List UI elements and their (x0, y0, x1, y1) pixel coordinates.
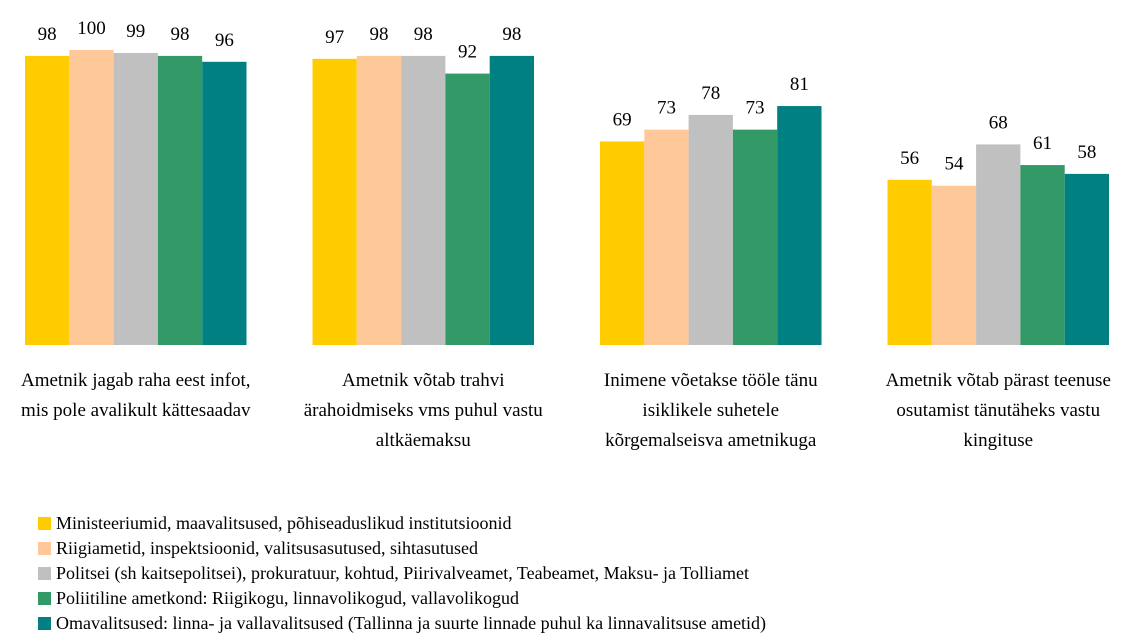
value-label: 73 (657, 98, 676, 119)
chart: 98 100 99 98 96 97 98 98 92 98 69 73 78 73 81 56 54 68 61 5… (25, 18, 1109, 346)
bar (113, 52, 158, 345)
legend-label: Omavalitsused: linna- ja vallavalitsused… (56, 613, 767, 633)
bar (312, 58, 357, 345)
legend-entry: Riigiametid, inspektsioonid, valitsusasu… (38, 538, 478, 558)
category-label: Ametnik jagab raha eest infot, mis pole … (20, 370, 251, 421)
value-label: 78 (701, 83, 720, 104)
value-label: 98 (369, 24, 388, 45)
bar (401, 55, 446, 346)
legend-label: Ministeeriumid, maavalitsused, põhiseadu… (56, 513, 512, 533)
legend-entry: Politsei (sh kaitsepolitsei), prokuratuu… (38, 563, 749, 583)
legend-label: Riigiametid, inspektsioonid, valitsusasu… (56, 538, 478, 558)
value-label: 81 (790, 74, 809, 95)
value-label: 54 (944, 154, 964, 175)
value-label: 56 (900, 148, 919, 169)
value-label: 99 (126, 21, 145, 42)
value-label: 98 (38, 24, 57, 45)
bar (1064, 173, 1109, 345)
bar (69, 50, 114, 345)
bar (25, 55, 70, 346)
value-label: 98 (171, 24, 190, 45)
bar (445, 73, 490, 345)
legend-entry: Poliitiline ametkond: Riigikogu, linnavo… (38, 588, 519, 608)
value-label: 61 (1033, 133, 1052, 154)
bar (777, 106, 822, 345)
value-label: 73 (746, 98, 765, 119)
value-label: 69 (613, 109, 632, 130)
value-label: 98 (502, 24, 521, 45)
bar (489, 55, 534, 346)
value-label: 100 (77, 18, 106, 39)
bar (887, 179, 932, 345)
legend-swatch (38, 617, 51, 630)
legend-entry: Ministeeriumid, maavalitsused, põhiseadu… (38, 513, 511, 533)
bar (157, 55, 203, 346)
legend-entry: Omavalitsused: linna- ja vallavalitsused… (38, 613, 766, 633)
legend-swatch (38, 517, 51, 530)
value-label: 96 (215, 30, 234, 51)
bar (976, 144, 1021, 345)
bar (931, 185, 977, 345)
legend-label: Politsei (sh kaitsepolitsei), prokuratuu… (56, 563, 749, 583)
bar (732, 129, 778, 345)
legend-swatch (38, 542, 51, 555)
bar (202, 61, 247, 346)
category-label: Ametnik võtab trahvi ärahoidmiseks vms p… (303, 370, 543, 451)
legend-swatch (38, 567, 51, 580)
bar (1020, 165, 1065, 345)
legend-swatch (38, 592, 51, 605)
category-label: Ametnik võtab pärast teenuse osutamist t… (885, 370, 1111, 451)
legend-label: Poliitiline ametkond: Riigikogu, linnavo… (56, 588, 519, 608)
category-label: Inimene võetakse tööle tänu isiklikele s… (603, 370, 818, 451)
value-label: 58 (1077, 142, 1096, 163)
bar (600, 141, 645, 345)
value-label: 68 (989, 112, 1008, 133)
bar (356, 55, 402, 346)
bar (688, 114, 733, 346)
value-label: 97 (325, 27, 344, 48)
bar (644, 129, 689, 345)
value-label: 98 (414, 24, 433, 45)
value-label: 92 (458, 42, 477, 63)
